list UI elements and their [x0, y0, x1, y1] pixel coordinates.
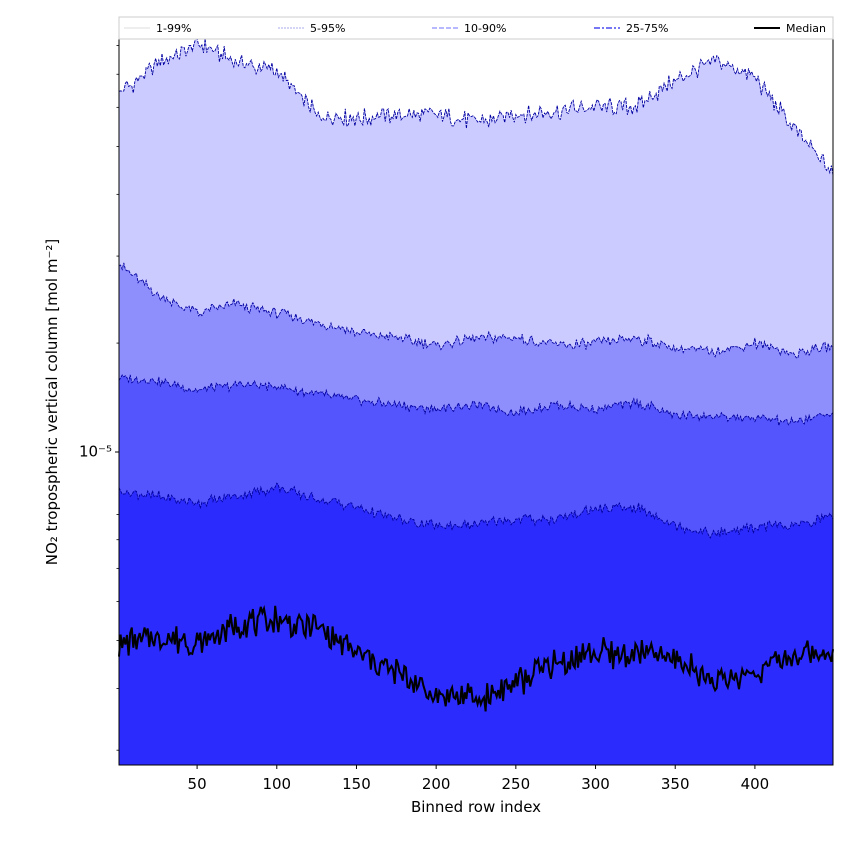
- legend-entry-median: Median: [786, 22, 826, 35]
- legend-entry-10-90: 10-90%: [464, 22, 506, 35]
- x-tick-label: 250: [502, 775, 531, 793]
- x-axis: 50 100 150 200 250 300 350 400: [188, 765, 770, 793]
- x-tick-label: 50: [188, 775, 207, 793]
- y-axis-label: NO₂ tropospheric vertical column [mol m⁻…: [43, 239, 61, 565]
- median-layer: [118, 604, 834, 712]
- y-minor-ticks: [116, 45, 119, 751]
- band-1-99-edge: [118, 38, 834, 176]
- band-25-75: [119, 483, 833, 765]
- x-tick-label: 350: [661, 775, 690, 793]
- legend: 1-99% 5-95% 10-90% 25-75% Median: [118, 16, 834, 40]
- x-tick-label: 200: [422, 775, 451, 793]
- legend-box: [118, 16, 834, 40]
- x-tick-label: 300: [581, 775, 610, 793]
- band-5-95-edge: [118, 262, 834, 359]
- x-tick-label: 150: [342, 775, 371, 793]
- x-tick-label: 400: [741, 775, 770, 793]
- y-tick-label: 10⁻⁵: [79, 443, 112, 461]
- y-axis: 10⁻⁵: [79, 443, 119, 461]
- legend-entry-25-75: 25-75%: [626, 22, 668, 35]
- median-line: [118, 604, 834, 712]
- percentile-bands: [118, 38, 834, 765]
- band-25-75-edge: [118, 482, 834, 539]
- legend-entry-5-95: 5-95%: [310, 22, 345, 35]
- legend-entry-1-99: 1-99%: [156, 22, 191, 35]
- x-tick-label: 100: [262, 775, 291, 793]
- x-axis-label: Binned row index: [411, 798, 541, 816]
- band-10-90-edge: [118, 374, 834, 426]
